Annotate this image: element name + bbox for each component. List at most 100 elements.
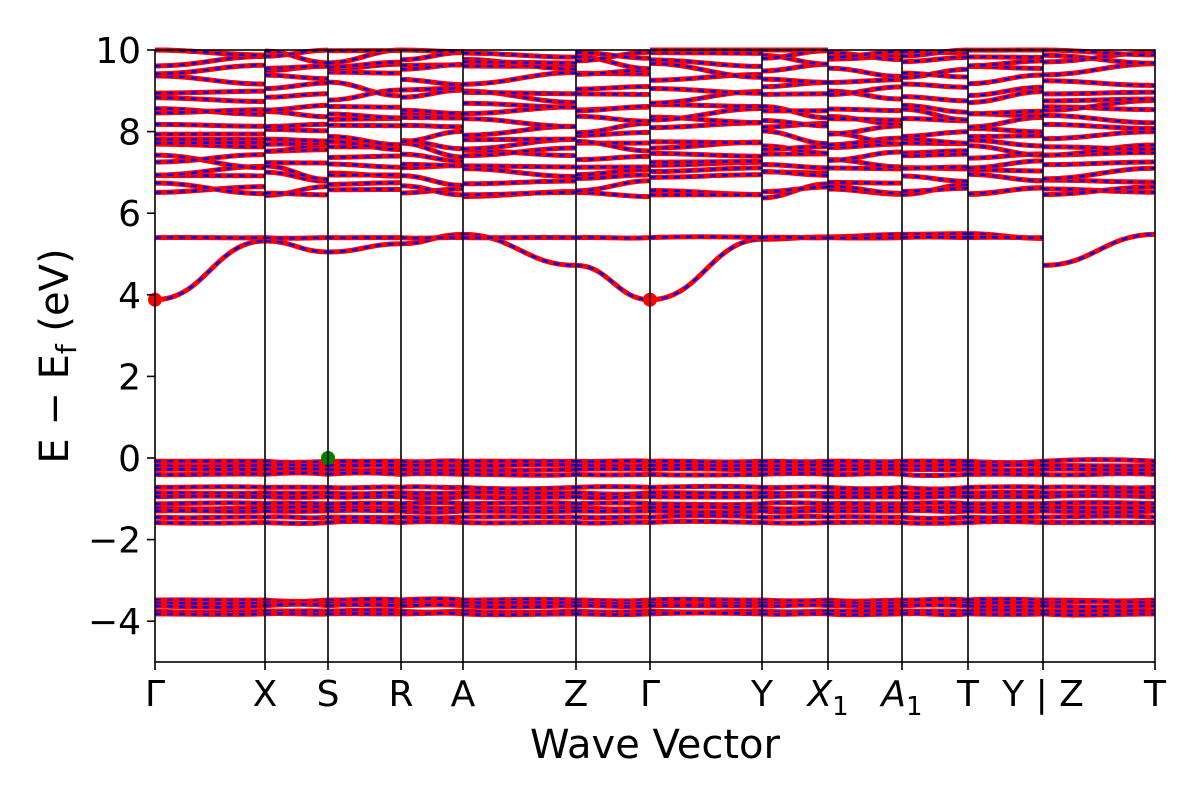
upper-band-4-3-overlay [400,162,464,168]
upper-band-12-2-overlay [327,105,402,109]
upper-band-6-11-overlay [1042,143,1156,157]
valence-band-0-9-11-overlay [1042,509,1156,514]
upper-band-14-8-overlay [827,85,903,96]
upper-band-12-4-overlay [462,102,577,109]
upper-band-8-10-overlay [967,134,1044,138]
upper-band-16-3-overlay [400,63,464,67]
upper-band-16-10-overlay [967,65,1044,70]
conduction-band-low-5-overlay [575,264,651,301]
upper-band-6-8-overlay [827,142,903,149]
upper-band-8-7 [761,128,829,147]
upper-band-9-8-overlay [827,124,903,136]
valence-band-1-4-9 [901,611,969,618]
upper-band-2-9 [901,173,969,184]
upper-band-5-2-overlay [327,154,402,159]
valence-band-0-8-3-overlay [400,506,464,510]
upper-band-1-9 [901,185,969,194]
valence-band-0-0-1-overlay [264,460,329,464]
valence-band-0-8-10-overlay [967,505,1044,510]
upper-band-15-11-overlay [1042,79,1156,87]
valence-band-0-9-7 [761,508,829,515]
valence-band-0-0-7 [761,458,829,465]
upper-band-13-2-overlay [327,88,402,102]
valence-band-1-4-3-overlay [400,611,464,616]
valence-band-0-3-11-overlay [1042,472,1156,477]
valence-band-0-4-7 [761,484,829,491]
valence-band-0-4-2-overlay [327,485,402,490]
valence-band-1-0-6-overlay [649,598,763,602]
upper-band-9-1-overlay [264,128,329,133]
upper-band-16-8-overlay [827,66,903,78]
valence-band-1-0-9 [901,596,969,603]
valence-band-1-0-5-overlay [575,598,651,603]
valence-band-0-5-4-overlay [462,491,577,495]
valence-band-1-4-10-overlay [967,612,1044,616]
valence-band-0-9-0-overlay [154,509,266,513]
upper-band-18-1 [264,48,329,66]
upper-band-1-10-overlay [967,186,1044,195]
conduction-band-flat-0-1-overlay [264,236,329,240]
y-axis-label-base: E − E [32,354,78,464]
y-tick-label-4: 4 [118,276,141,317]
upper-band-19-8-overlay [827,50,903,59]
upper-band-17-10-overlay [967,59,1044,68]
upper-band-4-9 [901,164,969,171]
valence-band-0-6-5-overlay [575,495,651,499]
upper-band-2-3 [400,173,464,188]
valence-band-0-2-10-overlay [967,468,1044,472]
upper-band-7-7 [761,144,829,152]
upper-band-14-5-overlay [575,85,651,91]
x-axis-ticks: Γ X S R A Z Γ Y X1 A1 T Y | Z T [145,662,1167,722]
valence-band-0-7-1-overlay [264,501,329,505]
upper-band-13-11-overlay [1042,97,1156,103]
upper-band-0-7-overlay [761,182,829,200]
upper-band-11-8-overlay [827,117,903,122]
x-tick-label-3: R [388,674,413,715]
upper-band-11-0-overlay [154,107,266,116]
upper-band-15-8-overlay [827,78,903,84]
upper-band-3-4-overlay [462,167,577,178]
y-tick-label-6: 6 [118,194,141,235]
valence-band-0-3-8-overlay [827,472,903,476]
valence-band-0-2-5-overlay [575,467,651,471]
upper-band-9-9 [901,129,969,139]
valence-band-0-5-11-overlay [1042,490,1156,495]
valence-band-0-3-5-overlay [575,473,651,477]
valence-band-0-4-10-overlay [967,485,1044,489]
conduction-band-flat-0-6-overlay [649,235,763,239]
upper-band-13-10-overlay [967,90,1044,104]
upper-band-7-5-overlay [575,140,651,153]
valence-band-0-1-3-overlay [400,463,464,467]
upper-band-0-5-overlay [575,191,651,198]
valence-band-0-3-2-overlay [327,471,402,476]
valence-band-0-11-0-overlay [154,521,266,525]
valence-band-0-1-4-overlay [462,463,577,467]
valence-band-0-10-1-overlay [264,515,329,520]
valence-band-0-6-0-overlay [154,494,266,499]
upper-band-1-0-overlay [154,181,266,195]
upper-band-9-11-overlay [1042,123,1156,130]
valence-band-1-0-2-overlay [327,597,402,602]
valence-band-1-0-3-overlay [400,597,464,602]
upper-band-14-0-overlay [154,89,266,95]
upper-band-18-4-overlay [462,60,577,65]
valence-band-0-6-7 [761,493,829,500]
upper-band-11-2-overlay [327,112,402,120]
upper-band-10-4-overlay [462,117,577,128]
upper-band-14-3-overlay [400,86,464,92]
valence-band-1-2-0-overlay [154,604,266,609]
conduction-band-flat-0-5-overlay [575,236,651,240]
x-tick-label-10: T [956,674,980,715]
upper-band-11-7-overlay [761,105,829,120]
valence-band-1-2-9 [901,602,969,609]
upper-band-19-10-overlay [967,55,1044,59]
x-tick-label-7: Y [750,674,774,715]
valence-band-0-2-11-overlay [1042,467,1156,472]
upper-band-12-10-overlay [967,109,1044,116]
valence-band-0-6-11-overlay [1042,494,1156,499]
valence-band-1-2-3-overlay [400,603,464,607]
upper-band-14-6-overlay [649,87,763,95]
upper-band-2-5-overlay [575,173,651,180]
x-tick-label-9: A1 [879,674,922,722]
valence-band-1-3-2-overlay [327,608,402,613]
